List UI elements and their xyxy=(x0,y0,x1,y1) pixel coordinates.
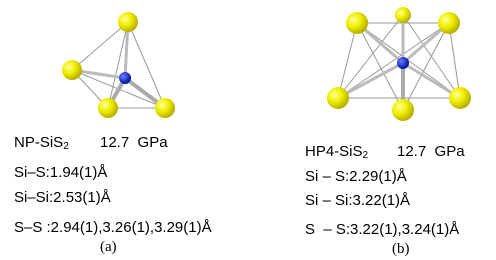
distance: S – S:3.22(1),3.24(1)Å xyxy=(305,221,459,239)
pressure: 12.7 GPa xyxy=(100,134,168,152)
caption: (a) xyxy=(100,238,117,256)
distance: Si – S:2.29(1)Å xyxy=(305,168,407,186)
panel-title: NP-SiS2 xyxy=(14,134,69,156)
caption: (b) xyxy=(392,240,410,258)
distance: Si–Si:2.53(1)Å xyxy=(14,189,111,207)
structure-b xyxy=(327,7,471,121)
figure: NP-SiS2 12.7 GPa Si–S:1.94(1)Å Si–Si:2.5… xyxy=(0,0,496,260)
distance: S–S :2.94(1),3.26(1),3.29(1)Å xyxy=(14,219,212,237)
distance: Si – Si:3.22(1)Å xyxy=(305,192,410,210)
distance: Si–S:1.94(1)Å xyxy=(14,164,107,182)
structures xyxy=(0,0,496,130)
structure-a xyxy=(62,12,175,118)
panel-title: HP4-SiS2 xyxy=(305,143,368,165)
pressure: 12.7 GPa xyxy=(397,143,465,161)
